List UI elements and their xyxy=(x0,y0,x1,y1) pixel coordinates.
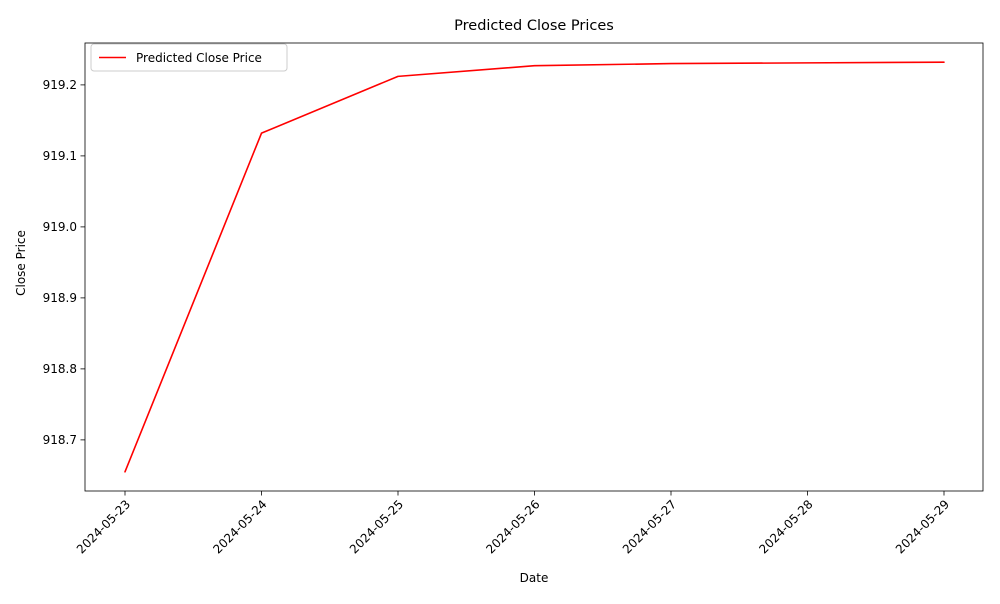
x-axis-ticks: 2024-05-23 2024-05-24 2024-05-25 2024-05-26… xyxy=(74,491,952,556)
legend-label: Predicted Close Price xyxy=(136,51,262,65)
y-tick-label: 919.0 xyxy=(43,220,77,234)
y-axis-label: Close Price xyxy=(14,230,28,296)
x-tick-label: 2024-05-25 xyxy=(347,497,406,556)
series-layer xyxy=(125,62,944,472)
plot-frame xyxy=(85,43,983,491)
x-tick-label: 2024-05-29 xyxy=(893,497,952,556)
y-tick-label: 919.2 xyxy=(43,78,77,92)
x-tick-label: 2024-05-24 xyxy=(210,497,269,556)
y-tick-label: 918.9 xyxy=(43,291,77,305)
y-tick-label: 919.1 xyxy=(43,149,77,163)
axes-frame xyxy=(85,43,983,491)
y-tick-label: 918.7 xyxy=(43,433,77,447)
x-tick-label: 2024-05-27 xyxy=(620,497,679,556)
x-tick-label: 2024-05-23 xyxy=(74,497,133,556)
chart-title: Predicted Close Prices xyxy=(454,18,614,34)
series-line xyxy=(125,62,944,472)
y-axis-ticks: 918.7 918.8 918.9 919.0 919.1 919.2 xyxy=(43,78,85,447)
x-tick-label: 2024-05-26 xyxy=(483,497,542,556)
x-axis-label: Date xyxy=(520,571,549,585)
x-tick-label: 2024-05-28 xyxy=(756,497,815,556)
legend: Predicted Close Price xyxy=(91,44,287,71)
y-tick-label: 918.8 xyxy=(43,362,77,376)
